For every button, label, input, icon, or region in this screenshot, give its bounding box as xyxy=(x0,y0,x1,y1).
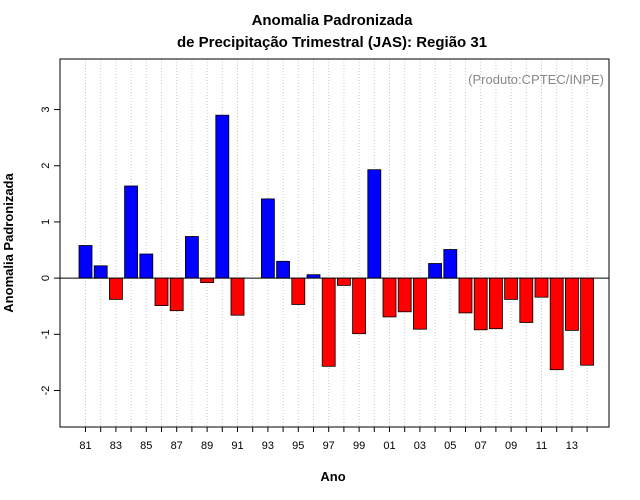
y-tick-label: 1 xyxy=(40,219,52,225)
x-tick-label: 87 xyxy=(171,440,183,452)
bar-02 xyxy=(397,277,412,313)
x-tick-label: 97 xyxy=(323,440,335,452)
x-tick-label: 95 xyxy=(292,440,304,452)
bars xyxy=(78,114,594,371)
y-tick-label: 0 xyxy=(40,275,52,281)
y-axis-label: Anomalia Padronizada xyxy=(1,173,16,313)
bar-93 xyxy=(260,198,275,279)
chart-title: Anomalia Padronizada xyxy=(252,12,414,29)
y-tick-label: -2 xyxy=(40,386,52,396)
bar-87 xyxy=(169,277,184,312)
x-tick-label: 09 xyxy=(505,440,517,452)
chart-subtitle: de Precipitação Trimestral (JAS): Região… xyxy=(177,34,487,51)
y-tick-label: -1 xyxy=(40,329,52,339)
bar-95 xyxy=(291,277,306,305)
bar-13 xyxy=(565,277,579,331)
bar-91 xyxy=(230,277,245,316)
x-tick-label: 13 xyxy=(566,440,578,452)
bar-84 xyxy=(124,185,138,279)
bar-94 xyxy=(276,260,291,279)
bar-10 xyxy=(519,277,534,323)
x-tick-label: 03 xyxy=(414,440,426,452)
bar-09 xyxy=(504,277,519,300)
bar-89 xyxy=(200,277,215,284)
x-tick-label: 05 xyxy=(444,440,456,452)
plot-frame xyxy=(59,58,610,428)
x-tick-label: 83 xyxy=(110,440,122,452)
x-tick-label: 93 xyxy=(262,440,274,452)
bar-00 xyxy=(367,169,382,279)
bar-99 xyxy=(352,277,367,335)
y-axis: -2 -1 0 1 2 3 xyxy=(40,107,60,396)
bar-88 xyxy=(184,236,199,279)
bar-85 xyxy=(139,253,154,279)
bar-98 xyxy=(336,277,351,286)
grid-lines xyxy=(85,59,588,427)
x-tick-label: 01 xyxy=(383,440,395,452)
x-tick-label: 85 xyxy=(140,440,152,452)
bar-11 xyxy=(534,277,549,298)
bar-04 xyxy=(428,263,443,279)
bar-96 xyxy=(306,274,321,279)
x-tick-label: 07 xyxy=(475,440,487,452)
x-axis: 81 83 85 87 89 91 93 95 97 99 01 03 05 07 09 11 13 xyxy=(79,427,588,452)
bar-12 xyxy=(549,277,564,371)
bar-83 xyxy=(109,277,123,300)
x-tick-label: 81 xyxy=(79,440,91,452)
x-tick-label: 99 xyxy=(353,440,365,452)
x-tick-label: 11 xyxy=(536,440,547,452)
source-annotation: (Produto:CPTEC/INPE) xyxy=(468,72,604,87)
bar-86 xyxy=(154,277,169,307)
y-tick-label: 2 xyxy=(40,163,52,169)
bar-01 xyxy=(382,277,397,318)
bar-81 xyxy=(78,245,93,279)
bar-03 xyxy=(412,277,427,330)
x-axis-label: Ano xyxy=(320,469,345,484)
bar-14 xyxy=(580,277,594,366)
bar-90 xyxy=(215,114,230,279)
bar-82 xyxy=(93,265,108,279)
bar-07 xyxy=(473,277,488,331)
bar-06 xyxy=(458,277,473,314)
y-tick-label: 3 xyxy=(40,107,52,113)
bar-08 xyxy=(488,277,503,330)
bar-97 xyxy=(321,277,336,367)
bar-05 xyxy=(443,249,458,279)
x-tick-label: 91 xyxy=(231,440,243,452)
x-tick-label: 89 xyxy=(201,440,213,452)
